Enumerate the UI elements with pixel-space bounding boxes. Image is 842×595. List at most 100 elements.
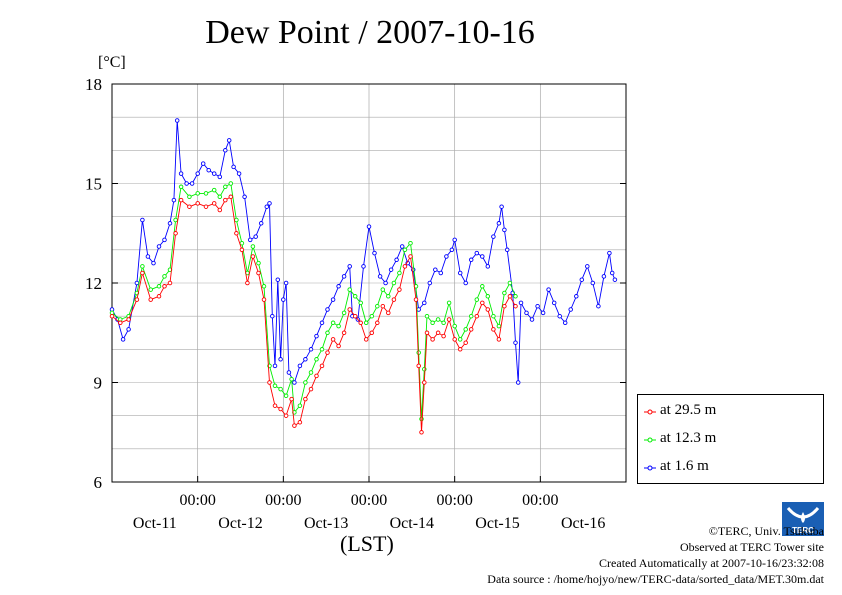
x-tick-label: 00:00 xyxy=(436,492,472,509)
data-point xyxy=(416,350,421,355)
legend-label-12-3m: at 12.3 m xyxy=(660,430,717,446)
data-point xyxy=(380,287,386,292)
data-point xyxy=(430,320,435,326)
data-point xyxy=(239,247,245,253)
data-point xyxy=(278,357,283,362)
data-point xyxy=(422,366,427,372)
data-point xyxy=(513,303,518,309)
data-point xyxy=(562,320,568,326)
data-point xyxy=(380,303,386,309)
data-point xyxy=(491,313,496,319)
blue-line-marker-icon xyxy=(644,465,656,471)
data-point xyxy=(303,357,308,362)
data-point xyxy=(211,171,217,176)
data-point xyxy=(272,403,278,408)
data-point xyxy=(347,287,352,292)
data-point xyxy=(174,118,180,123)
data-point xyxy=(585,264,590,269)
data-point xyxy=(140,270,145,276)
data-point xyxy=(438,270,444,276)
data-point xyxy=(297,363,303,369)
data-point xyxy=(281,297,286,302)
data-point xyxy=(590,280,596,286)
data-point xyxy=(463,280,468,286)
data-point xyxy=(596,303,601,309)
data-point xyxy=(347,264,352,269)
data-point xyxy=(167,221,173,226)
x-day-label: Oct-16 xyxy=(561,515,605,532)
data-point xyxy=(278,386,283,392)
data-point xyxy=(601,274,607,279)
y-tick-label: 15 xyxy=(85,175,102,194)
data-point xyxy=(178,184,184,190)
data-point xyxy=(314,357,319,362)
data-point xyxy=(264,204,270,209)
y-tick-label: 9 xyxy=(94,374,103,393)
data-point xyxy=(330,320,336,326)
data-point xyxy=(391,297,397,302)
data-point xyxy=(267,380,272,385)
data-point xyxy=(231,164,236,170)
data-point xyxy=(446,300,452,306)
data-point xyxy=(239,240,245,246)
data-point xyxy=(557,313,562,319)
data-point xyxy=(250,254,256,259)
data-point xyxy=(480,254,485,259)
data-point xyxy=(292,380,297,385)
data-point xyxy=(504,247,510,253)
data-point xyxy=(184,181,189,186)
data-point xyxy=(358,320,363,326)
data-point xyxy=(126,317,131,322)
data-point xyxy=(178,197,184,203)
data-point xyxy=(173,231,178,236)
data-point xyxy=(275,277,281,282)
data-point xyxy=(474,250,480,256)
data-point xyxy=(278,406,283,412)
data-point xyxy=(441,320,446,326)
data-point xyxy=(358,300,363,306)
copyright-text: ©TERC, Univ. Tsukuba xyxy=(708,524,824,538)
data-point xyxy=(283,393,289,399)
green-line-marker-icon xyxy=(644,437,656,443)
data-point xyxy=(485,264,491,269)
data-point xyxy=(173,217,178,223)
data-point xyxy=(377,274,383,279)
data-point xyxy=(463,327,468,332)
data-point xyxy=(126,327,131,332)
data-point xyxy=(226,138,232,143)
data-point xyxy=(391,280,397,286)
data-point xyxy=(145,254,151,259)
data-point xyxy=(341,274,347,279)
data-point xyxy=(308,347,314,352)
data-point xyxy=(394,257,399,263)
data-point xyxy=(297,420,303,425)
data-point xyxy=(491,327,496,332)
data-point xyxy=(228,181,234,186)
data-point xyxy=(303,380,308,385)
x-day-label: Oct-15 xyxy=(475,515,519,532)
data-point xyxy=(267,201,272,206)
data-point xyxy=(223,197,228,203)
data-point xyxy=(474,297,480,302)
data-point xyxy=(372,250,377,256)
data-point xyxy=(253,234,258,239)
data-point xyxy=(156,244,162,249)
data-point xyxy=(314,373,319,379)
data-point xyxy=(171,197,177,203)
data-point xyxy=(444,254,449,259)
x-day-label: Oct-14 xyxy=(390,515,434,532)
x-day-label: Oct-12 xyxy=(218,515,262,532)
data-point xyxy=(402,247,408,253)
data-point xyxy=(422,300,427,306)
data-point xyxy=(270,313,275,319)
data-point xyxy=(502,290,507,296)
data-point xyxy=(314,333,319,339)
data-point xyxy=(433,267,438,272)
data-point xyxy=(156,284,162,289)
x-axis-label: (LST) xyxy=(340,531,394,556)
data-point xyxy=(485,294,491,299)
data-point xyxy=(187,204,192,209)
data-point xyxy=(109,313,115,319)
data-point xyxy=(120,337,126,342)
